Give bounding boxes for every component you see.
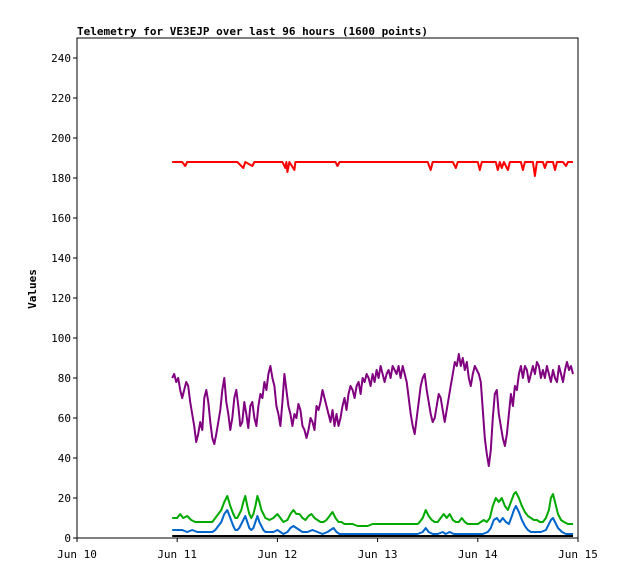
y-axis-label: Values (26, 269, 39, 309)
series-line-0 (172, 161, 573, 177)
x-tick-label: Jun 13 (358, 548, 398, 561)
series-line-1 (171, 353, 574, 467)
x-tick-label: Jun 15 (558, 548, 598, 561)
y-tick-label: 120 (51, 292, 71, 305)
x-tick-label: Jun 11 (157, 548, 197, 561)
x-tick-label: Jun 14 (458, 548, 498, 561)
y-tick-label: 180 (51, 172, 71, 185)
y-axis: 0 20 40 60 80 100 120 140 160 180 200 220 240 (51, 52, 77, 545)
y-tick-label: 20 (58, 492, 71, 505)
series-line-3 (172, 505, 573, 535)
y-tick-label: 40 (58, 452, 71, 465)
y-tick-label: 0 (64, 532, 71, 545)
series-line-2 (172, 491, 573, 527)
series-group (171, 161, 574, 537)
y-tick-label: 240 (51, 52, 71, 65)
y-tick-label: 100 (51, 332, 71, 345)
y-tick-label: 60 (58, 412, 71, 425)
y-tick-label: 80 (58, 372, 71, 385)
chart-title: Telemetry for VE3EJP over last 96 hours … (77, 25, 428, 38)
x-axis: Jun 10 Jun 11 Jun 12 Jun 13 Jun 14 Jun 15 (57, 538, 598, 561)
y-tick-label: 140 (51, 252, 71, 265)
x-tick-label: Jun 12 (258, 548, 298, 561)
plot-frame (76, 37, 579, 539)
y-tick-label: 200 (51, 132, 71, 145)
x-tick-label: Jun 10 (57, 548, 97, 561)
y-tick-label: 160 (51, 212, 71, 225)
y-tick-label: 220 (51, 92, 71, 105)
